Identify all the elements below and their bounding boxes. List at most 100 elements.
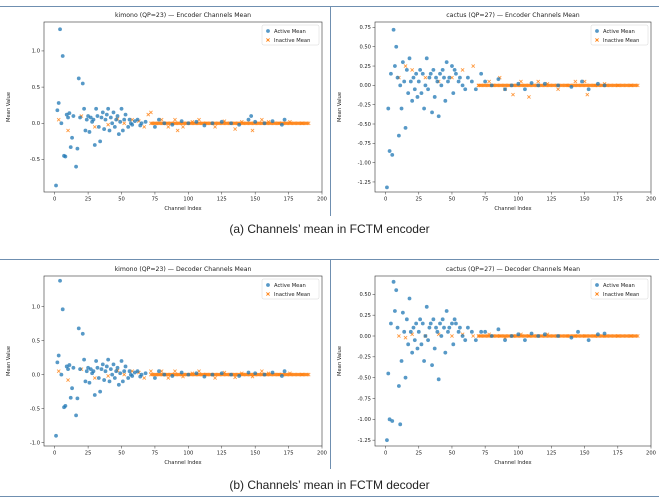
active-point (219, 119, 224, 124)
legend-active-label: Active Mean (603, 283, 635, 289)
active-point (439, 334, 444, 338)
active-point (438, 71, 442, 76)
active-point (54, 183, 58, 188)
inactive-point (476, 334, 481, 338)
active-point (489, 334, 494, 338)
inactive-point (460, 67, 465, 72)
active-point (210, 372, 215, 377)
active-point (542, 81, 547, 86)
legend-box (261, 24, 320, 46)
inactive-point (122, 121, 127, 126)
active-point (394, 44, 399, 49)
active-point (414, 321, 419, 326)
active-point (71, 114, 76, 118)
active-point (102, 378, 107, 382)
active-point (469, 329, 474, 334)
active-point (120, 379, 125, 384)
active-point (58, 278, 62, 283)
active-point (496, 327, 501, 332)
active-point (114, 117, 119, 122)
active-point (436, 377, 441, 382)
active-point (428, 71, 433, 76)
active-point (452, 68, 457, 72)
inactive-point (106, 374, 111, 378)
active-point (391, 279, 396, 284)
active-point (446, 329, 450, 334)
active-point (157, 369, 161, 374)
active-point (440, 317, 445, 322)
decoder-kimono-chart: kimono (QP=23) — Decoder Channels Mean 0 2… (6, 266, 327, 466)
active-point (68, 145, 73, 150)
active-point (210, 121, 215, 126)
active-point (108, 367, 113, 372)
active-point (431, 317, 436, 322)
inactive-point (396, 334, 401, 338)
y-tick-label: 0.50 (359, 292, 371, 298)
active-point (407, 296, 412, 301)
inactive-band-point (634, 83, 639, 88)
y-tick-label: 0.75 (359, 25, 371, 31)
inactive-point (149, 369, 153, 374)
active-point (426, 338, 430, 343)
active-point (406, 342, 411, 347)
inactive-point (582, 79, 587, 84)
active-point (438, 321, 442, 326)
active-point (389, 321, 393, 326)
inactive-point (615, 83, 620, 88)
inactive-point (92, 124, 97, 129)
active-point (249, 114, 254, 118)
active-point (536, 83, 541, 88)
inactive-point (300, 372, 304, 377)
inactive-point (166, 376, 171, 380)
active-point (443, 350, 448, 355)
encoder-caption: (a) Channels’ mean in FCTM encoder (229, 222, 430, 236)
x-tick-label: 175 (284, 197, 294, 203)
active-point (454, 71, 458, 76)
active-point (406, 91, 411, 95)
active-point (280, 374, 284, 378)
x-tick-label: 175 (613, 197, 623, 203)
active-point (78, 367, 82, 372)
inactive-point (181, 374, 185, 379)
active-point (516, 81, 521, 86)
active-point (103, 117, 108, 122)
active-point (529, 81, 534, 85)
legend-active-marker (595, 283, 599, 287)
legend-active-marker (595, 29, 599, 33)
active-point (70, 386, 74, 391)
active-point (423, 83, 428, 88)
legend-active-marker (266, 29, 270, 33)
active-point (114, 369, 119, 374)
inactive-point (573, 79, 578, 84)
active-point (116, 132, 121, 137)
legend-box (261, 278, 320, 300)
active-point (463, 338, 468, 343)
inactive-point (181, 124, 185, 129)
active-point (80, 331, 85, 336)
active-point (282, 369, 287, 374)
active-point (91, 117, 96, 122)
legend-active-label: Active Mean (274, 283, 306, 289)
active-point (135, 117, 140, 122)
x-tick-label: 0 (53, 451, 56, 457)
inactive-point (190, 371, 195, 376)
active-point (569, 335, 574, 340)
x-tick-label: 175 (613, 451, 623, 457)
active-point (262, 372, 267, 377)
active-point (393, 309, 397, 313)
inactive-point (288, 371, 292, 376)
active-point (96, 376, 101, 380)
active-point (450, 321, 454, 326)
inactive-point (266, 371, 271, 376)
inactive-point (487, 79, 492, 84)
active-point (106, 106, 111, 111)
active-point (411, 75, 416, 80)
inactive-point (66, 378, 70, 382)
chart-title: cactus (QP=27) — Encoder Channels Mean (446, 12, 580, 19)
inactive-point (511, 92, 515, 97)
x-tick-label: 150 (580, 197, 590, 203)
inactive-point (585, 92, 590, 97)
active-point (112, 376, 117, 380)
x-tick-label: 50 (118, 197, 125, 203)
y-tick-label: -1.00 (358, 417, 371, 423)
